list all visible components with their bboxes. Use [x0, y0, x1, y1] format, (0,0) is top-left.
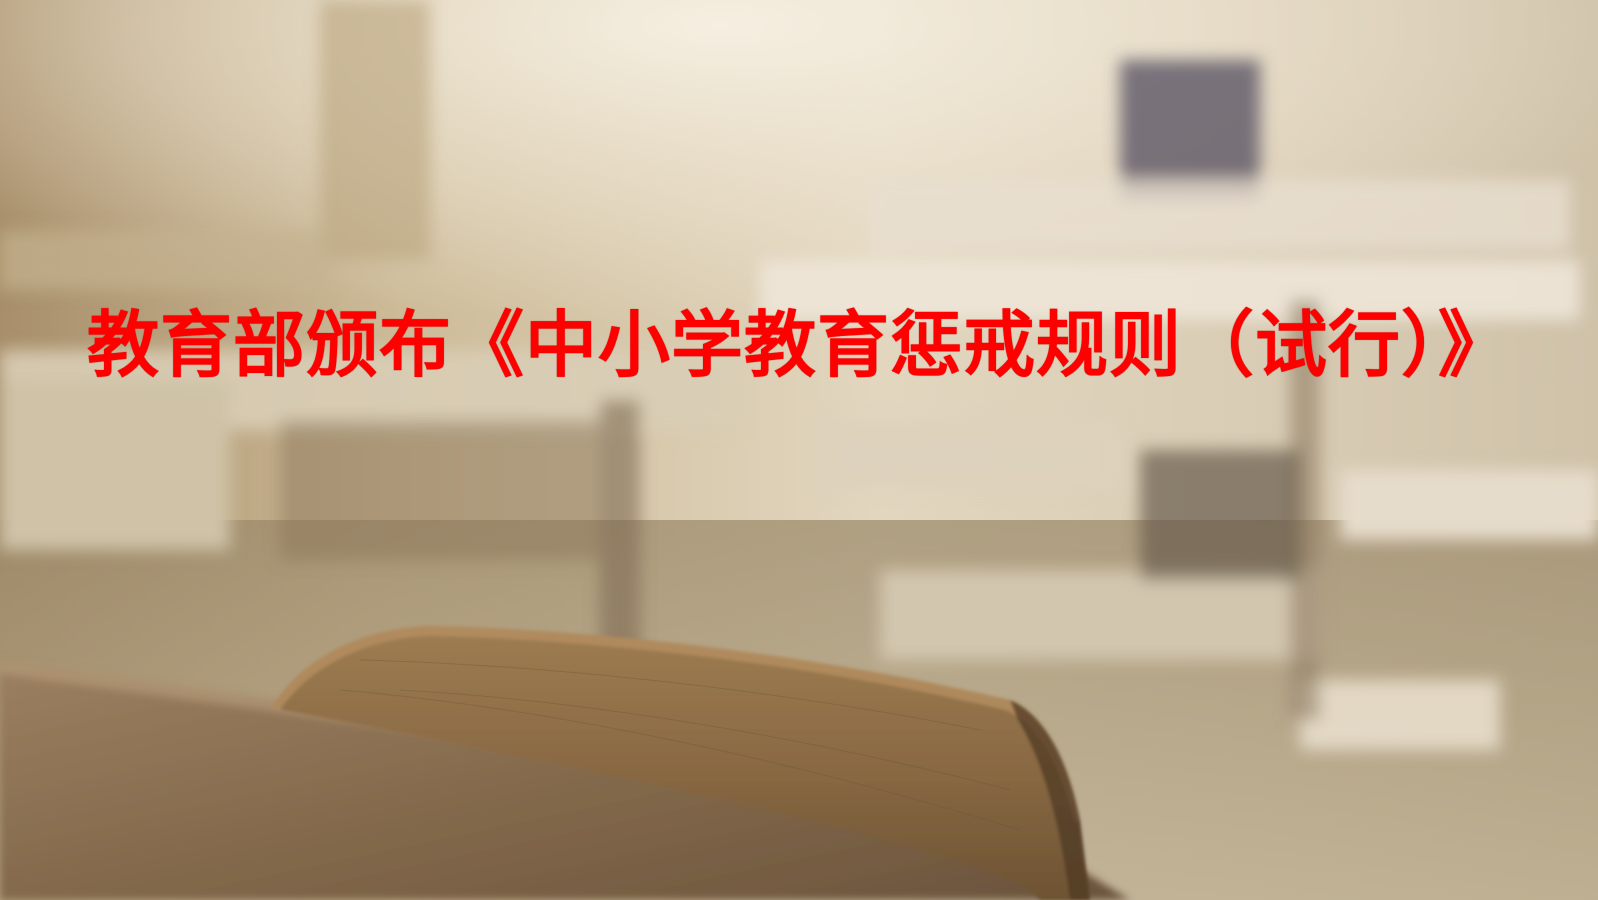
slide-title: 教育部颁布《中小学教育惩戒规则（试行）》 — [86, 303, 1511, 387]
